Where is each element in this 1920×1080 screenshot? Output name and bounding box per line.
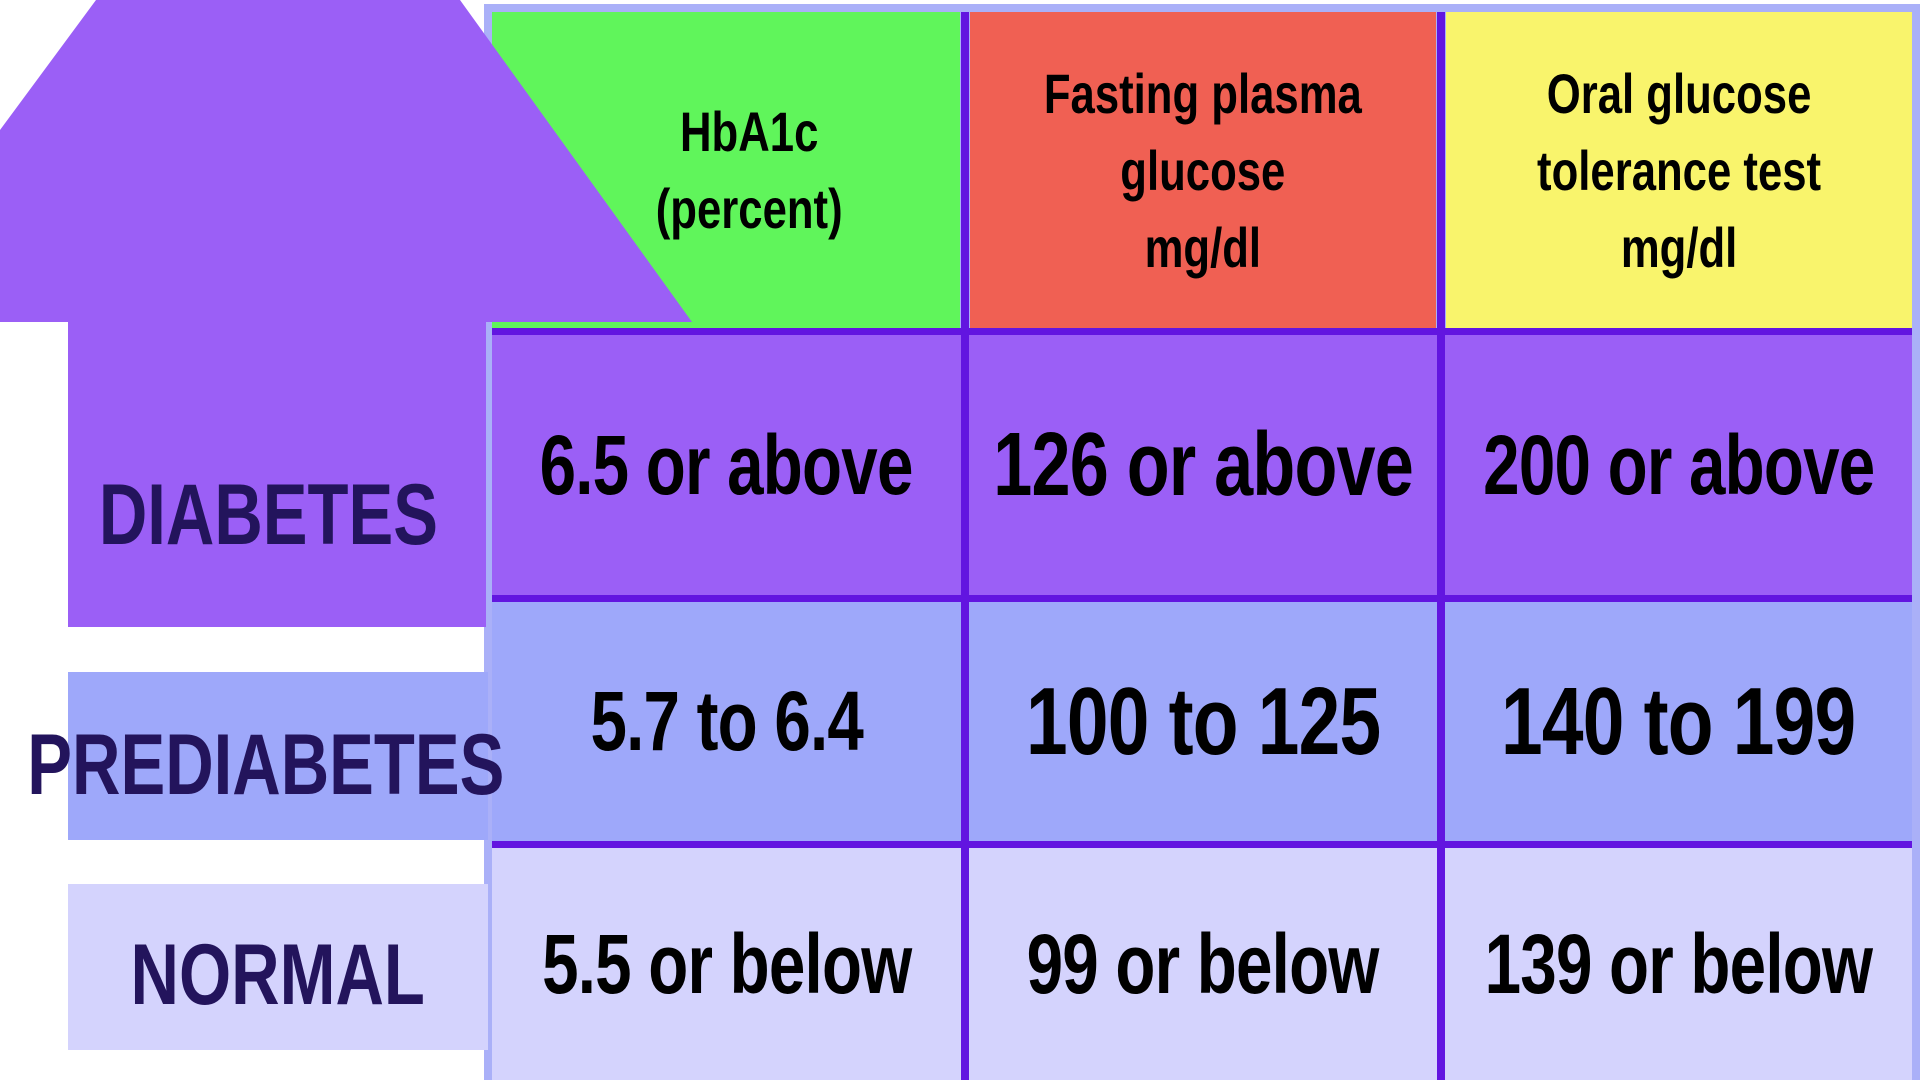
grid-hline-3 bbox=[492, 841, 1912, 848]
cell-normal-hba1c: 5.5 or below bbox=[492, 848, 961, 1080]
header-ogtt-text: Oral glucose tolerance test mg/dl bbox=[1536, 61, 1822, 279]
cell-normal-ogtt-text: 139 or below bbox=[1484, 916, 1873, 1011]
grid-hline-2 bbox=[492, 595, 1912, 602]
up-arrow-polygon bbox=[0, 0, 692, 627]
cell-normal-fasting: 99 or below bbox=[969, 848, 1437, 1080]
row-label-prediabetes-text: PREDIABETES bbox=[27, 716, 505, 813]
cell-prediabetes-ogtt-text: 140 to 199 bbox=[1501, 667, 1856, 775]
cell-diabetes-ogtt: 200 or above bbox=[1445, 335, 1912, 595]
row-label-diabetes: DIABETES bbox=[68, 450, 468, 580]
cell-normal-ogtt: 139 or below bbox=[1445, 848, 1912, 1080]
row-label-diabetes-text: DIABETES bbox=[98, 466, 438, 563]
cell-prediabetes-ogtt: 140 to 199 bbox=[1445, 602, 1912, 841]
cell-prediabetes-hba1c-text: 5.7 to 6.4 bbox=[590, 674, 863, 768]
normal-row-band bbox=[492, 848, 1912, 1080]
cell-prediabetes-fasting-text: 100 to 125 bbox=[1025, 667, 1381, 775]
header-fasting-text: Fasting plasma glucose mg/dl bbox=[1044, 61, 1362, 279]
cell-prediabetes-fasting: 100 to 125 bbox=[969, 602, 1437, 841]
cell-diabetes-hba1c-text: 6.5 or above bbox=[539, 417, 914, 512]
prediabetes-row-band bbox=[492, 602, 1912, 842]
header-ogtt: Oral glucose tolerance test mg/dl bbox=[1446, 12, 1912, 328]
header-fasting: Fasting plasma glucose mg/dl bbox=[970, 12, 1436, 328]
diabetes-row-band bbox=[492, 334, 1912, 596]
cell-normal-fasting-text: 99 or below bbox=[1027, 916, 1380, 1011]
row-label-normal-text: NORMAL bbox=[130, 926, 426, 1023]
row-label-prediabetes: PREDIABETES bbox=[27, 690, 504, 840]
cell-diabetes-ogtt-text: 200 or above bbox=[1482, 417, 1875, 512]
grid-vline-2 bbox=[1437, 12, 1445, 1080]
up-arrow-shape bbox=[0, 0, 692, 627]
normal-label-panel bbox=[68, 884, 488, 1050]
row-label-normal: NORMAL bbox=[68, 900, 488, 1050]
prediabetes-label-panel bbox=[68, 672, 488, 840]
grid-vline-1 bbox=[961, 12, 969, 1080]
cell-diabetes-fasting: 126 or above bbox=[969, 335, 1437, 595]
grid-hline-1 bbox=[492, 328, 1912, 335]
cell-diabetes-hba1c: 6.5 or above bbox=[492, 335, 961, 595]
cell-diabetes-fasting-text: 126 or above bbox=[993, 414, 1414, 515]
header-hba1c-text: HbA1c (percent) bbox=[655, 100, 843, 240]
cell-prediabetes-hba1c: 5.7 to 6.4 bbox=[492, 602, 961, 841]
cell-normal-hba1c-text: 5.5 or below bbox=[541, 916, 912, 1011]
